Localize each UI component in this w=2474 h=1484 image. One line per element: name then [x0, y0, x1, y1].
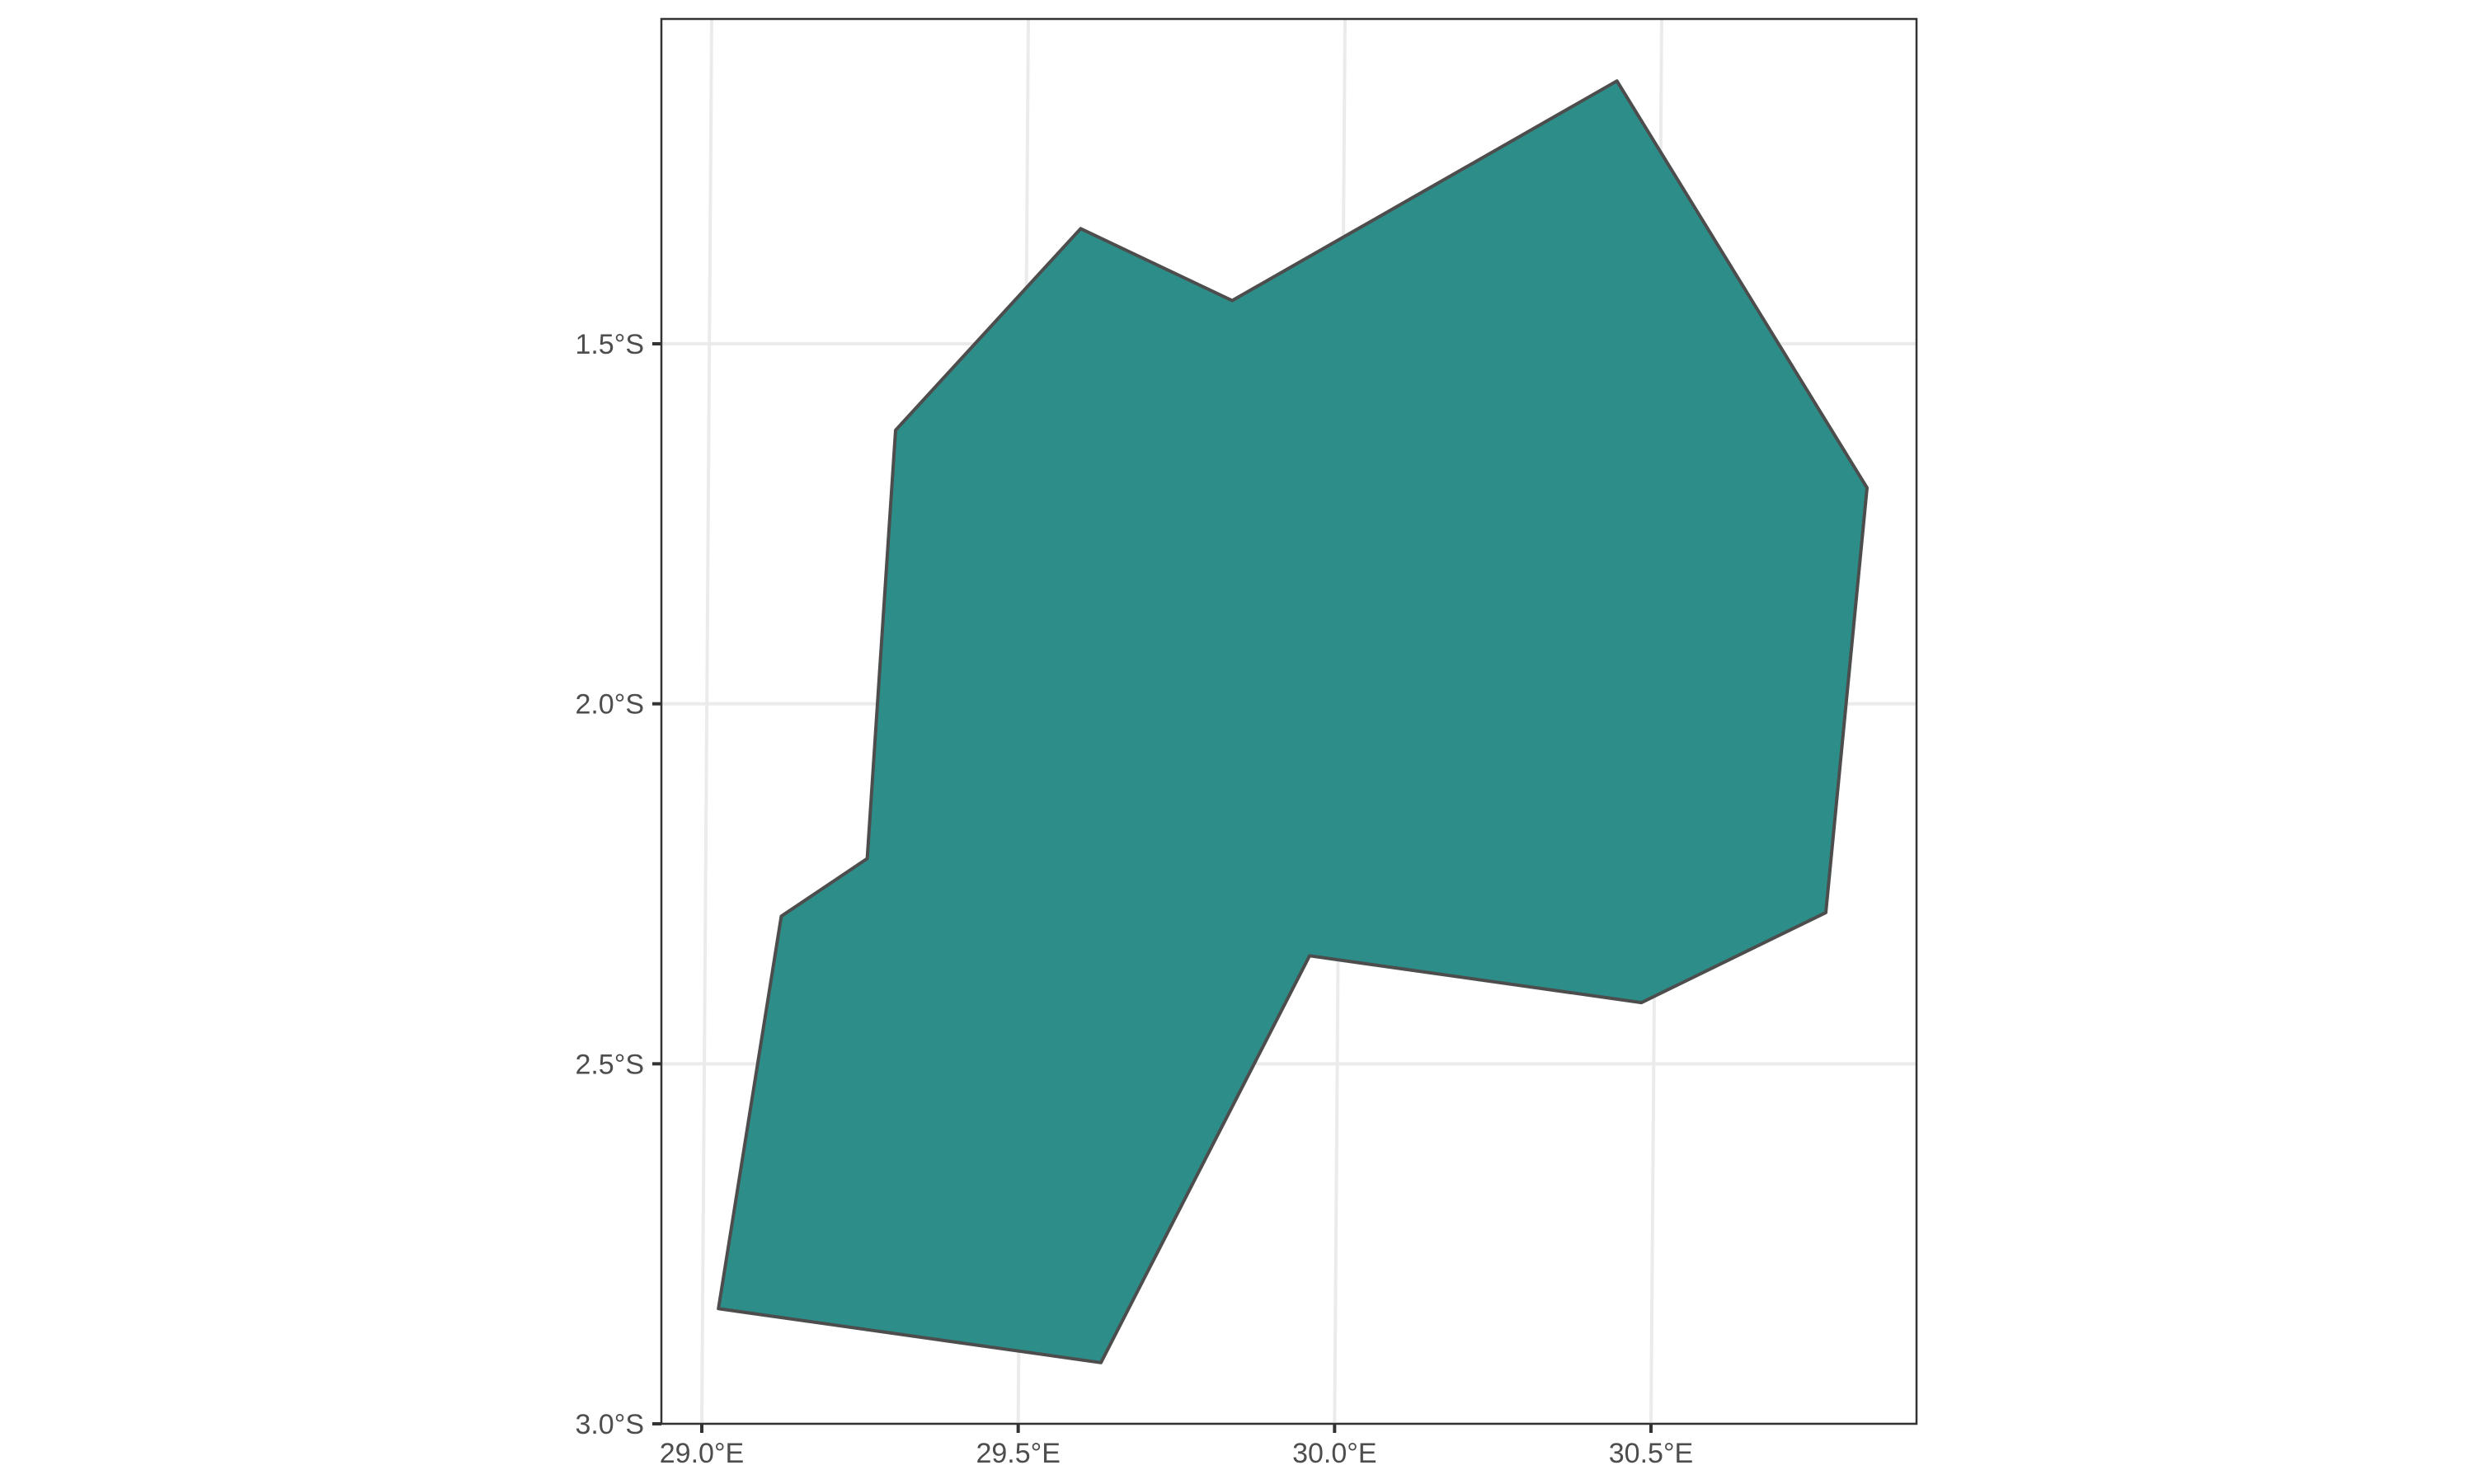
- y-tick-label: 1.5°S: [575, 329, 644, 360]
- y-tick-label: 2.5°S: [575, 1049, 644, 1080]
- x-tick-label: 30.0°E: [1292, 1438, 1376, 1469]
- y-tick-label: 3.0°S: [575, 1409, 644, 1440]
- x-tick-label: 30.5°E: [1609, 1438, 1693, 1469]
- y-tick-label: 2.0°S: [575, 689, 644, 721]
- panel-border: [660, 17, 1918, 1425]
- country-polygon: [717, 79, 1869, 1364]
- y-axis: 1.5°S 2.0°S 2.5°S 3.0°S: [575, 329, 661, 1440]
- x-tick-label: 29.5°E: [976, 1438, 1060, 1469]
- meridian-gridline: [700, 19, 713, 1424]
- x-tick-label: 29.0°E: [660, 1438, 744, 1469]
- x-axis: 29.0°E 29.5°E 30.0°E 30.5°E: [660, 1424, 1693, 1469]
- region-polygon-layer: [717, 79, 1869, 1364]
